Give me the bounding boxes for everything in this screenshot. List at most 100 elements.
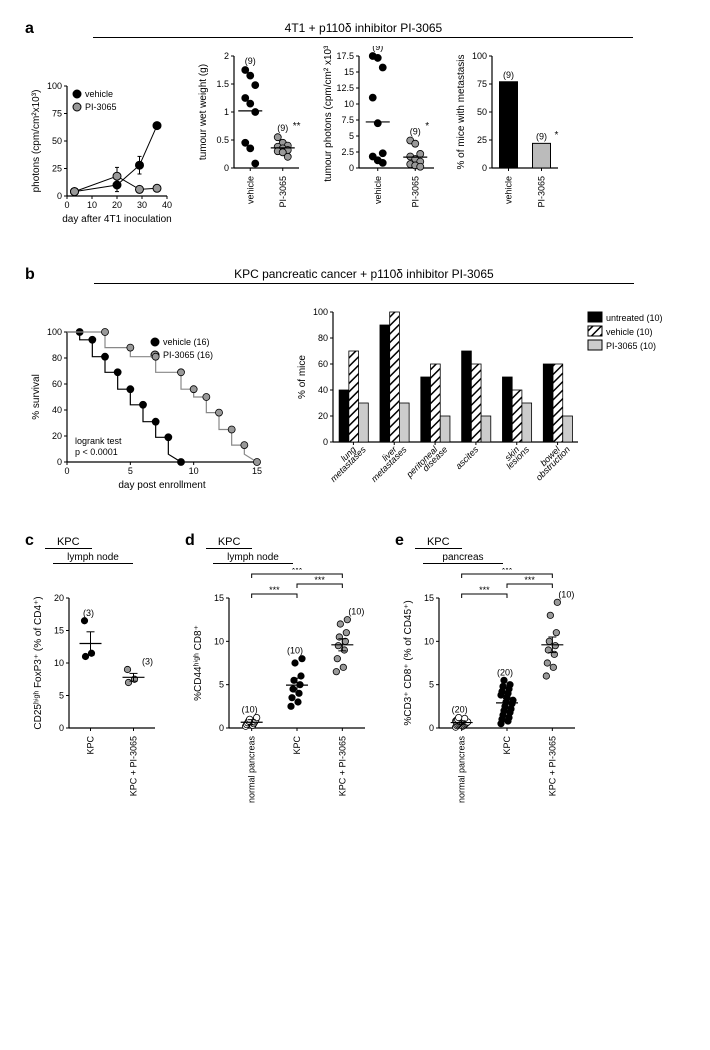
- svg-text:***: ***: [479, 585, 490, 595]
- panels-cde-row: c KPC lymph node05101520CD25ʰⁱᵍʰ FoxP3⁺ …: [25, 532, 685, 848]
- svg-text:40: 40: [318, 385, 328, 395]
- svg-text:80: 80: [52, 353, 62, 363]
- svg-text:5: 5: [59, 691, 64, 701]
- svg-text:10: 10: [214, 636, 224, 646]
- svg-text:%CD3⁺ CD8⁺ (% of CD45⁺): %CD3⁺ CD8⁺ (% of CD45⁺): [403, 600, 414, 725]
- svg-text:normal pancreas: normal pancreas: [247, 736, 257, 804]
- svg-text:CD25ʰⁱᵍʰ FoxP3⁺ (% of CD4⁺): CD25ʰⁱᵍʰ FoxP3⁺ (% of CD4⁺): [33, 596, 44, 729]
- svg-text:0: 0: [57, 191, 62, 201]
- svg-text:*: *: [425, 121, 429, 132]
- svg-text:***: ***: [524, 575, 535, 585]
- svg-text:(20): (20): [452, 705, 468, 715]
- panel-a-charts: 0255075100010203040photons (cpm/cm²x10³)…: [25, 46, 685, 246]
- svg-text:(10): (10): [348, 607, 364, 617]
- svg-text:5: 5: [349, 131, 354, 141]
- svg-text:10: 10: [189, 466, 199, 476]
- svg-text:photons (cpm/cm²x10³): photons (cpm/cm²x10³): [31, 90, 42, 193]
- svg-text:KPC + PI-3065: KPC + PI-3065: [129, 736, 139, 796]
- svg-text:20: 20: [112, 200, 122, 210]
- svg-text:15: 15: [344, 67, 354, 77]
- svg-text:10: 10: [424, 636, 434, 646]
- svg-text:tumour wet weight (g): tumour wet weight (g): [198, 64, 209, 160]
- svg-text:ascites: ascites: [453, 444, 480, 471]
- svg-text:vehicle (10): vehicle (10): [606, 327, 653, 337]
- panel-b: b KPC pancreatic cancer + p110δ inhibito…: [25, 266, 685, 512]
- svg-text:1.5: 1.5: [216, 79, 229, 89]
- svg-text:***: ***: [502, 568, 513, 575]
- svg-text:75: 75: [477, 79, 487, 89]
- svg-text:40: 40: [52, 405, 62, 415]
- svg-text:10: 10: [344, 99, 354, 109]
- svg-text:vehicle: vehicle: [245, 176, 255, 204]
- svg-text:% of mice with metastasis: % of mice with metastasis: [456, 54, 467, 169]
- svg-text:% survival: % survival: [31, 374, 42, 420]
- svg-text:100: 100: [472, 51, 487, 61]
- svg-text:(3): (3): [142, 657, 153, 667]
- svg-text:12.5: 12.5: [336, 83, 354, 93]
- svg-text:20: 20: [54, 593, 64, 603]
- svg-text:0: 0: [64, 200, 69, 210]
- svg-text:PI-3065: PI-3065: [410, 176, 420, 208]
- svg-text:0: 0: [64, 466, 69, 476]
- svg-text:**: **: [293, 121, 301, 132]
- svg-text:(9): (9): [245, 56, 256, 66]
- svg-text:0.5: 0.5: [216, 135, 229, 145]
- svg-text:5: 5: [128, 466, 133, 476]
- svg-text:***: ***: [314, 575, 325, 585]
- svg-text:(9): (9): [410, 126, 421, 136]
- svg-text:KPC: KPC: [502, 736, 512, 755]
- svg-text:25: 25: [52, 164, 62, 174]
- panel-a-title: 4T1 + p110δ inhibitor PI-3065: [93, 21, 633, 38]
- svg-text:%CD44ʰⁱᵍʰ CD8⁺: %CD44ʰⁱᵍʰ CD8⁺: [193, 625, 204, 701]
- svg-text:PI-3065: PI-3065: [537, 176, 547, 208]
- svg-text:50: 50: [477, 107, 487, 117]
- svg-text:(20): (20): [497, 667, 513, 677]
- svg-text:1: 1: [224, 107, 229, 117]
- svg-text:0: 0: [349, 163, 354, 173]
- panel-c: c KPC lymph node05101520CD25ʰⁱᵍʰ FoxP3⁺ …: [25, 532, 165, 828]
- panel-d: d KPC lymph node051015%CD44ʰⁱᵍʰ CD8⁺(10)…: [185, 532, 375, 828]
- svg-text:vehicle (16): vehicle (16): [163, 337, 210, 347]
- svg-text:15: 15: [424, 593, 434, 603]
- svg-text:PI-3065: PI-3065: [278, 176, 288, 208]
- svg-text:60: 60: [318, 359, 328, 369]
- svg-text:tumour photons (cpm/cm² x10³): tumour photons (cpm/cm² x10³): [323, 46, 334, 182]
- panel-b-title: KPC pancreatic cancer + p110δ inhibitor …: [94, 267, 634, 284]
- panel-b-charts: 020406080100051015% survivalday post enr…: [25, 292, 685, 512]
- panel-e: e KPC pancreas051015%CD3⁺ CD8⁺ (% of CD4…: [395, 532, 585, 828]
- svg-text:17.5: 17.5: [336, 51, 354, 61]
- panel-letter-a: a: [25, 20, 34, 38]
- svg-text:PI-3065 (10): PI-3065 (10): [606, 341, 656, 351]
- svg-text:2: 2: [224, 51, 229, 61]
- svg-text:(10): (10): [242, 705, 258, 715]
- svg-text:0: 0: [219, 723, 224, 733]
- svg-text:50: 50: [52, 136, 62, 146]
- svg-text:25: 25: [477, 135, 487, 145]
- svg-text:15: 15: [54, 626, 64, 636]
- svg-text:(3): (3): [83, 608, 94, 618]
- svg-text:80: 80: [318, 333, 328, 343]
- svg-text:0: 0: [323, 437, 328, 447]
- svg-text:***: ***: [292, 568, 303, 575]
- svg-text:untreated (10): untreated (10): [606, 313, 663, 323]
- svg-text:20: 20: [52, 431, 62, 441]
- svg-text:KPC: KPC: [86, 736, 96, 755]
- svg-text:PI-3065: PI-3065: [85, 102, 117, 112]
- svg-text:(9): (9): [277, 123, 288, 133]
- svg-text:10: 10: [54, 658, 64, 668]
- svg-text:(9): (9): [372, 46, 383, 52]
- svg-text:KPC + PI-3065: KPC + PI-3065: [547, 736, 557, 796]
- svg-text:60: 60: [52, 379, 62, 389]
- svg-text:(10): (10): [287, 646, 303, 656]
- svg-text:0: 0: [59, 723, 64, 733]
- svg-text:KPC + PI-3065: KPC + PI-3065: [337, 736, 347, 796]
- svg-text:20: 20: [318, 411, 328, 421]
- svg-text:40: 40: [162, 200, 172, 210]
- svg-text:7.5: 7.5: [341, 115, 354, 125]
- svg-text:PI-3065 (16): PI-3065 (16): [163, 350, 213, 360]
- panel-a: a 4T1 + p110δ inhibitor PI-3065 02550751…: [25, 20, 685, 246]
- svg-text:***: ***: [269, 585, 280, 595]
- svg-text:(9): (9): [536, 131, 547, 141]
- svg-text:vehicle: vehicle: [373, 176, 383, 204]
- svg-text:logrank test: logrank test: [75, 436, 122, 446]
